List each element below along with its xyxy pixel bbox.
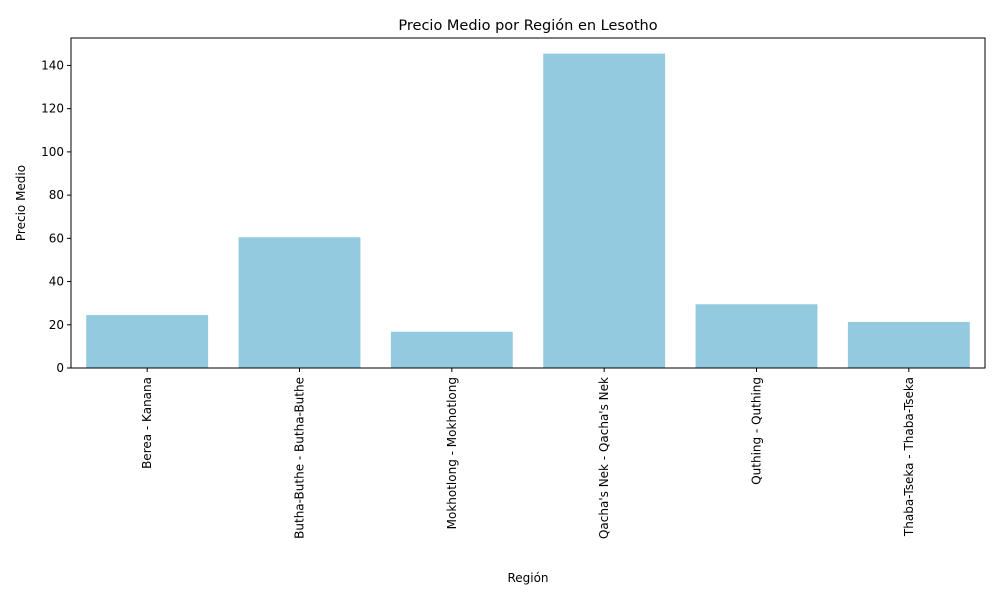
- bar-4: [695, 304, 818, 368]
- y-axis-label: Precio Medio: [14, 165, 28, 241]
- y-tick-label: 20: [49, 318, 64, 332]
- y-tick-label: 140: [41, 58, 64, 72]
- x-tick-label: Thaba-Tseka - Thaba-Tseka: [902, 377, 916, 537]
- bar-5: [847, 321, 970, 368]
- y-tick-label: 80: [49, 188, 64, 202]
- x-axis-label: Región: [507, 571, 548, 585]
- chart-title: Precio Medio por Región en Lesotho: [398, 18, 657, 34]
- x-tick-label: Qacha's Nek - Qacha's Nek: [597, 377, 611, 539]
- y-tick-label: 120: [41, 102, 64, 116]
- y-tick-label: 0: [56, 361, 64, 375]
- bar-0: [86, 315, 209, 368]
- y-tick-label: 40: [49, 275, 64, 289]
- y-axis-ticks: 0 20 40 60 80 100 120 140: [41, 58, 71, 375]
- y-tick-label: 100: [41, 145, 64, 159]
- bar-2: [390, 331, 513, 368]
- x-tick-label: Mokhotlong - Mokhotlong: [445, 377, 459, 529]
- x-axis-ticks: Berea - Kanana Butha-Buthe - Butha-Buthe M…: [140, 368, 916, 539]
- x-tick-label: Berea - Kanana: [140, 377, 154, 469]
- bar-1: [238, 237, 361, 368]
- bars-layer: [86, 53, 970, 368]
- x-tick-label: Butha-Buthe - Butha-Buthe: [293, 377, 307, 539]
- x-tick-label: Quthing - Quthing: [750, 377, 764, 485]
- plot-frame: [70, 37, 986, 369]
- y-tick-label: 60: [49, 231, 64, 245]
- bar-3: [543, 53, 666, 368]
